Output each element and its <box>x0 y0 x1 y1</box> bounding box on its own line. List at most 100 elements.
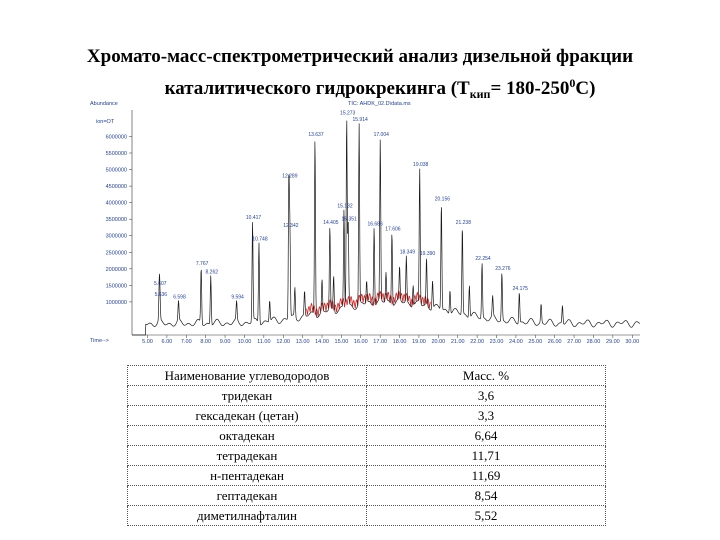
y-tick-label: 3500000 <box>106 217 127 223</box>
peak-label: 5.636 <box>155 292 168 298</box>
highlight-trace <box>306 289 431 317</box>
x-tick-label: 20.00 <box>431 339 445 345</box>
compound-name-cell: гептадекан <box>127 485 367 506</box>
compound-name-cell: гексадекан (цетан) <box>127 405 367 426</box>
peak-label: 17.004 <box>374 132 390 138</box>
peak-label: 15.132 <box>337 203 353 209</box>
y-tick-label: 4000000 <box>106 201 127 207</box>
title-subscript: кип <box>469 87 491 101</box>
peak-label: 5.607 <box>154 281 167 287</box>
table-row: н-пентадекан 11,69 <box>127 465 606 486</box>
x-tick-label: 29.00 <box>606 339 620 345</box>
mass-percent-cell: 3,6 <box>366 385 606 406</box>
compound-name-cell: н-пентадекан <box>127 465 367 486</box>
peak-label: 22.254 <box>475 256 491 262</box>
peak-label: 16.686 <box>367 221 383 227</box>
x-tick-label: 25.00 <box>528 339 542 345</box>
peak-label: 9.594 <box>231 294 244 300</box>
y-tick-label: 6000000 <box>106 134 127 140</box>
x-tick-label: 22.00 <box>470 339 484 345</box>
chromatogram-chart: Abundance TIC: AHDK_02.D\data.ms ion=OT … <box>88 98 644 345</box>
x-tick-label: 27.00 <box>567 339 581 345</box>
mass-percent-cell: 6,64 <box>366 425 606 446</box>
x-tick-label: 14.00 <box>315 339 329 345</box>
x-tick-label: 15.00 <box>335 339 349 345</box>
composition-table: Наименование углеводородов Масс. % триде… <box>127 365 606 526</box>
peak-label: 15.914 <box>352 117 368 123</box>
x-tick-label: 5.00 <box>142 339 153 345</box>
mass-percent-cell: 8,54 <box>366 485 606 506</box>
x-axis-label: Time--> <box>90 338 109 344</box>
y-tick-label: 5000000 <box>106 168 127 174</box>
x-tick-label: 8.00 <box>200 339 211 345</box>
table-row: октадекан 6,64 <box>127 425 606 446</box>
highlight-group <box>306 289 431 317</box>
compound-name-cell: тридекан <box>127 385 367 406</box>
x-tick-label: 12.00 <box>276 339 290 345</box>
peak-label: 15.351 <box>342 217 358 223</box>
y-tick-label: 5500000 <box>106 151 127 157</box>
x-tick-label: 10.00 <box>238 339 252 345</box>
title-line-2-mid: = 180-250 <box>490 78 570 99</box>
title-line-2: каталитического гидрокрекинга (Tкип= 180… <box>40 70 680 107</box>
x-tick-label: 26.00 <box>548 339 562 345</box>
header-left: Abundance <box>90 101 118 107</box>
mass-percent-cell: 11,69 <box>366 465 606 486</box>
mass-percent-cell: 5,52 <box>366 505 606 526</box>
y-tick-label: 1500000 <box>106 283 127 289</box>
peak-label: 7.767 <box>196 261 209 267</box>
x-tick-label: 16.00 <box>354 339 368 345</box>
x-tick-label: 6.00 <box>162 339 173 345</box>
table-row: гептадекан 8,54 <box>127 485 606 506</box>
x-tick-label: 7.00 <box>181 339 192 345</box>
table-header-mass: Масс. % <box>366 365 606 386</box>
series-label: ion=OT <box>96 119 115 125</box>
x-tick-label: 30.00 <box>625 339 639 345</box>
title-line-1: Хромато-масс-спектрометрический анализ д… <box>86 46 634 67</box>
table-row: гексадекан (цетан) 3,3 <box>127 405 606 426</box>
table-row: тридекан 3,6 <box>127 385 606 406</box>
peak-label: 19.038 <box>413 162 429 168</box>
peak-label: 19.390 <box>420 251 436 257</box>
y-tick-label: 1000000 <box>106 300 127 306</box>
title-line-2-prefix: каталитического гидрокрекинга (T <box>164 78 470 99</box>
compound-name-cell: диметилнафталин <box>127 505 367 526</box>
table-header-row: Наименование углеводородов Масс. % <box>127 365 606 386</box>
peak-label: 18.349 <box>400 250 416 256</box>
y-tick-group: 1000000 1500000 2000000 2500000 3000000 35000… <box>106 134 132 306</box>
peak-label-group: 5.607 5.636 6.598 7.767 8.262 9.594 10.417 10.7… <box>154 111 528 301</box>
peak-label: 14.405 <box>323 220 339 226</box>
compound-name-cell: тетрадекан <box>127 445 367 466</box>
x-tick-label: 23.00 <box>490 339 504 345</box>
peak-label: 13.637 <box>308 132 324 138</box>
peak-label: 21.238 <box>456 220 472 226</box>
x-tick-label: 28.00 <box>587 339 601 345</box>
compound-name-cell: октадекан <box>127 425 367 446</box>
x-tick-label: 11.00 <box>257 339 270 345</box>
peak-label: 20.156 <box>435 197 451 203</box>
y-tick-label: 2000000 <box>106 267 127 273</box>
x-tick-label: 18.00 <box>393 339 407 345</box>
title-superscript: 0 <box>569 76 576 90</box>
mass-percent-cell: 11,71 <box>366 445 606 466</box>
peak-label: 10.748 <box>252 236 268 242</box>
title-line-2-suffix: С) <box>575 78 596 99</box>
x-tick-group: 5.00 6.00 7.00 8.00 9.00 10.00 11.00 12.00 13.00… <box>142 335 639 345</box>
peak-label: 12.289 <box>282 173 298 179</box>
peak-label: 24.175 <box>513 286 529 292</box>
mass-percent-cell: 3,3 <box>366 405 606 426</box>
peak-label: 23.276 <box>495 266 511 272</box>
slide-title: Хромато-масс-спектрометрический анализ д… <box>40 44 680 107</box>
chromatogram-trace <box>132 120 641 336</box>
x-tick-label: 17.00 <box>373 339 387 345</box>
x-tick-label: 21.00 <box>451 339 465 345</box>
x-tick-label: 9.00 <box>220 339 231 345</box>
x-tick-label: 13.00 <box>296 339 310 345</box>
x-tick-label: 19.00 <box>412 339 426 345</box>
header-center: TIC: AHDK_02.D\data.ms <box>348 101 411 107</box>
peak-label: 15.273 <box>340 111 356 117</box>
table-header-name: Наименование углеводородов <box>127 365 367 386</box>
y-tick-label: 2500000 <box>106 250 127 256</box>
plot-area <box>88 98 644 345</box>
peak-label: 10.417 <box>246 215 262 221</box>
